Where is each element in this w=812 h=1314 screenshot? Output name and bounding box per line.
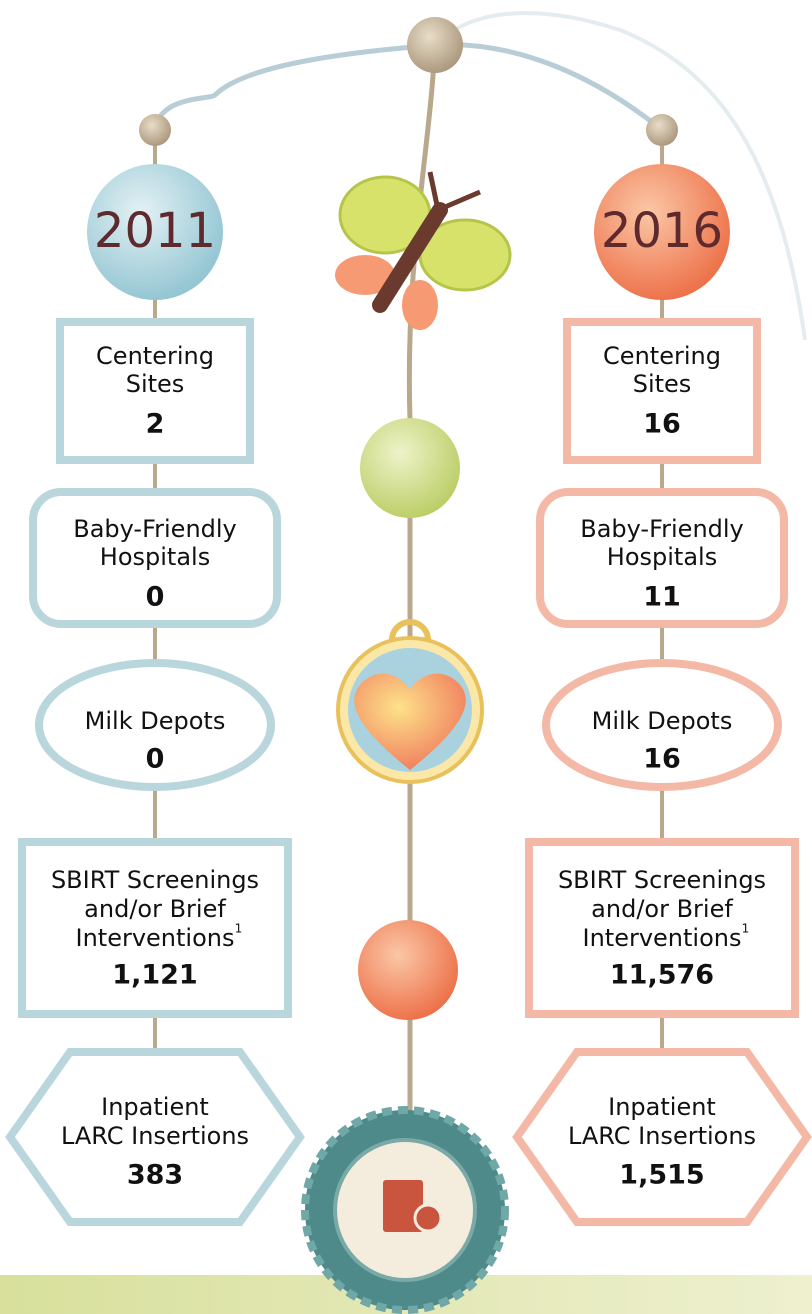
item-label: Centering xyxy=(96,342,214,370)
item-value: 1,515 xyxy=(619,1160,704,1191)
item-value: 11,576 xyxy=(610,960,714,991)
mobile-arm xyxy=(155,45,662,130)
item-label: SBIRT Screenings xyxy=(558,866,766,894)
item-label: Interventions xyxy=(76,924,235,952)
item-label: Sites xyxy=(126,370,185,398)
item-label: and/or Brief xyxy=(591,895,733,923)
item-label: LARC Insertions xyxy=(61,1122,249,1150)
item-label: and/or Brief xyxy=(84,895,226,923)
infographic: 2011CenteringSites2Baby-FriendlyHospital… xyxy=(0,0,812,1314)
item-label: Baby-Friendly xyxy=(580,515,744,543)
item-label: Hospitals xyxy=(100,543,210,571)
butterfly xyxy=(335,172,510,330)
item-label: LARC Insertions xyxy=(568,1122,756,1150)
item-value: 16 xyxy=(643,744,681,775)
ball xyxy=(360,418,460,518)
item-value: 1,121 xyxy=(112,960,197,991)
year: 2016 xyxy=(601,203,723,259)
item-label: Sites xyxy=(633,370,692,398)
item-label: SBIRT Screenings xyxy=(51,866,259,894)
item-value: 0 xyxy=(146,744,165,775)
footnote-mark: 1 xyxy=(742,922,750,936)
item-label: Inpatient xyxy=(608,1093,716,1121)
item-value: 0 xyxy=(146,582,165,613)
item-label: Milk Depots xyxy=(85,707,226,735)
heart-pendant xyxy=(338,622,482,782)
item-value: 11 xyxy=(643,582,681,613)
item-label: Inpatient xyxy=(101,1093,209,1121)
footnote-mark: 1 xyxy=(235,922,243,936)
bead xyxy=(139,114,171,146)
mobile-arm xyxy=(435,13,805,340)
item-label: Milk Depots xyxy=(592,707,733,735)
item-value: 16 xyxy=(643,409,681,440)
item-label: Hospitals xyxy=(607,543,717,571)
badge xyxy=(305,1110,505,1310)
item-label: Interventions xyxy=(583,924,742,952)
item-label: Centering xyxy=(603,342,721,370)
bead xyxy=(407,17,463,73)
bead xyxy=(646,114,678,146)
item-value: 383 xyxy=(127,1160,183,1191)
year: 2011 xyxy=(94,203,216,259)
item-value: 2 xyxy=(146,409,165,440)
item-label: Baby-Friendly xyxy=(73,515,237,543)
ball xyxy=(358,920,458,1020)
